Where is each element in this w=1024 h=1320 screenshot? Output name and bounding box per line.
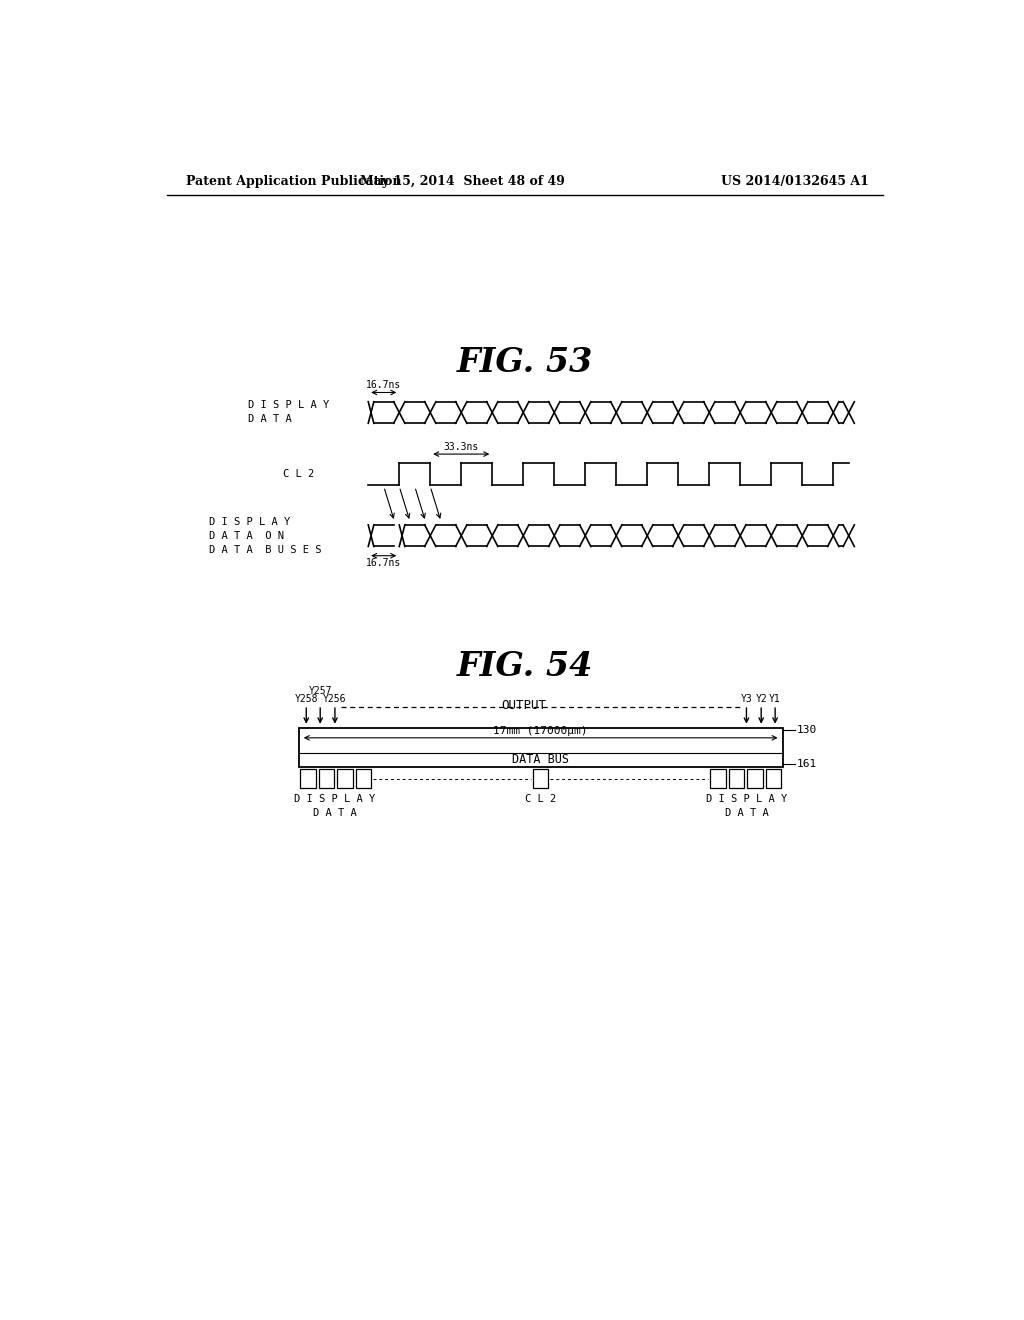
- Text: 161: 161: [797, 759, 817, 770]
- Bar: [766, 770, 781, 788]
- Text: D I S P L A Y
D A T A  O N
D A T A  B U S E S: D I S P L A Y D A T A O N D A T A B U S …: [209, 516, 322, 554]
- Bar: [300, 770, 315, 788]
- Bar: [532, 770, 548, 788]
- Text: Y2: Y2: [756, 693, 767, 704]
- Text: D I S P L A Y
D A T A: D I S P L A Y D A T A: [248, 400, 330, 425]
- Text: OUTPUT: OUTPUT: [501, 698, 546, 711]
- Text: C L 2: C L 2: [283, 469, 314, 479]
- Text: US 2014/0132645 A1: US 2014/0132645 A1: [721, 176, 868, 187]
- Text: D I S P L A Y
D A T A: D I S P L A Y D A T A: [706, 795, 787, 818]
- Bar: [318, 770, 334, 788]
- Text: Y256: Y256: [324, 693, 347, 704]
- Text: 16.7ns: 16.7ns: [367, 558, 401, 568]
- Bar: [356, 770, 372, 788]
- Text: 17mm (17000μm): 17mm (17000μm): [494, 726, 588, 735]
- Text: Y3: Y3: [740, 693, 753, 704]
- Bar: [748, 770, 763, 788]
- Text: Y258: Y258: [295, 693, 318, 704]
- Text: 16.7ns: 16.7ns: [367, 380, 401, 391]
- Bar: [299, 729, 783, 767]
- Text: C L 2: C L 2: [524, 795, 556, 804]
- Text: 130: 130: [797, 725, 817, 735]
- Text: FIG. 53: FIG. 53: [457, 346, 593, 379]
- Text: May 15, 2014  Sheet 48 of 49: May 15, 2014 Sheet 48 of 49: [360, 176, 565, 187]
- Bar: [337, 770, 352, 788]
- Text: Patent Application Publication: Patent Application Publication: [186, 176, 401, 187]
- Text: D I S P L A Y
D A T A: D I S P L A Y D A T A: [294, 795, 376, 818]
- Bar: [729, 770, 744, 788]
- Text: Y1: Y1: [769, 693, 781, 704]
- Text: Y257: Y257: [308, 686, 332, 696]
- Text: DATA BUS: DATA BUS: [512, 754, 569, 767]
- Text: 33.3ns: 33.3ns: [443, 442, 479, 451]
- Bar: [710, 770, 726, 788]
- Text: FIG. 54: FIG. 54: [457, 651, 593, 684]
